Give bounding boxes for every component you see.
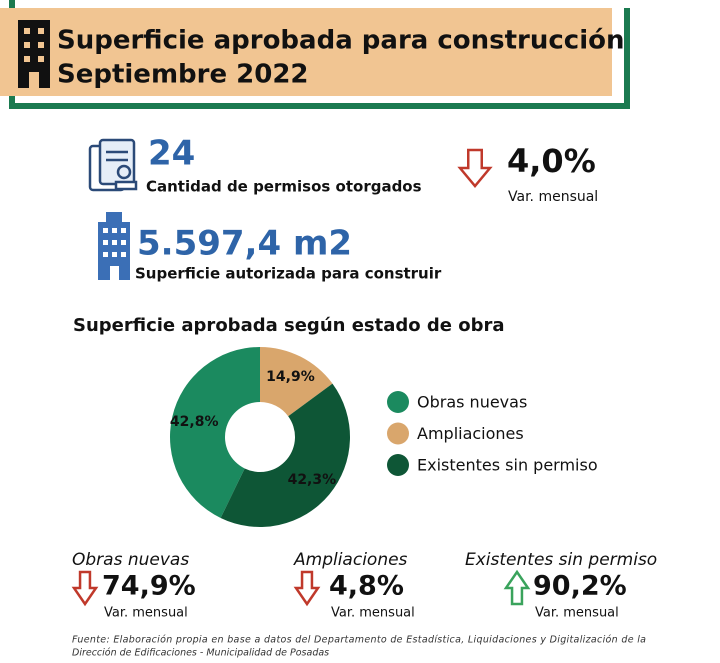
slice-label: 42,8% <box>170 414 219 430</box>
legend-label: Ampliaciones <box>417 424 524 443</box>
variation-label: Var. mensual <box>535 606 619 621</box>
legend-label: Obras nuevas <box>417 393 527 412</box>
variation-value: 90,2% <box>533 571 627 602</box>
permits-value: 24 <box>148 134 195 174</box>
pie-slice <box>260 347 333 417</box>
source-line: Dirección de Edificaciones - Municipalid… <box>72 648 329 659</box>
legend-marker <box>387 454 409 476</box>
area-value: 5.597,4 m2 <box>137 224 352 264</box>
source-line: Fuente: Elaboración propia en base a dat… <box>72 635 646 646</box>
chart-title: Superficie aprobada según estado de obra <box>73 315 505 336</box>
area-label: Superficie autorizada para construir <box>135 265 442 283</box>
header-title: Superficie aprobada para construcción <box>57 26 625 56</box>
arrow-down <box>293 570 321 607</box>
header-subtitle: Septiembre 2022 <box>57 60 309 90</box>
variation-name: Existentes sin permiso <box>465 550 657 570</box>
pie-slice <box>220 383 351 528</box>
arrow-down <box>457 148 493 188</box>
arrow-down <box>71 570 99 607</box>
permits-change: 4,0% <box>507 142 596 180</box>
document-icon <box>88 138 138 192</box>
legend-label: Existentes sin permiso <box>417 456 598 475</box>
variation-value: 74,9% <box>102 571 196 602</box>
permits-change-label: Var. mensual <box>508 189 598 205</box>
variation-value: 4,8% <box>329 571 404 602</box>
variation-label: Var. mensual <box>331 606 415 621</box>
permits-label: Cantidad de permisos otorgados <box>146 178 422 196</box>
variation-name: Ampliaciones <box>293 550 408 570</box>
legend-marker <box>387 422 409 445</box>
variation-name: Obras nuevas <box>72 550 189 570</box>
pie-slice <box>169 347 260 518</box>
slice-label: 42,3% <box>288 472 337 488</box>
header-building-icon <box>18 20 50 88</box>
arrow-up <box>503 569 531 606</box>
legend-marker <box>387 391 409 413</box>
building-windows <box>103 228 126 280</box>
slice-label: 14,9% <box>266 369 315 385</box>
variation-label: Var. mensual <box>104 606 188 621</box>
header-box <box>0 8 612 96</box>
